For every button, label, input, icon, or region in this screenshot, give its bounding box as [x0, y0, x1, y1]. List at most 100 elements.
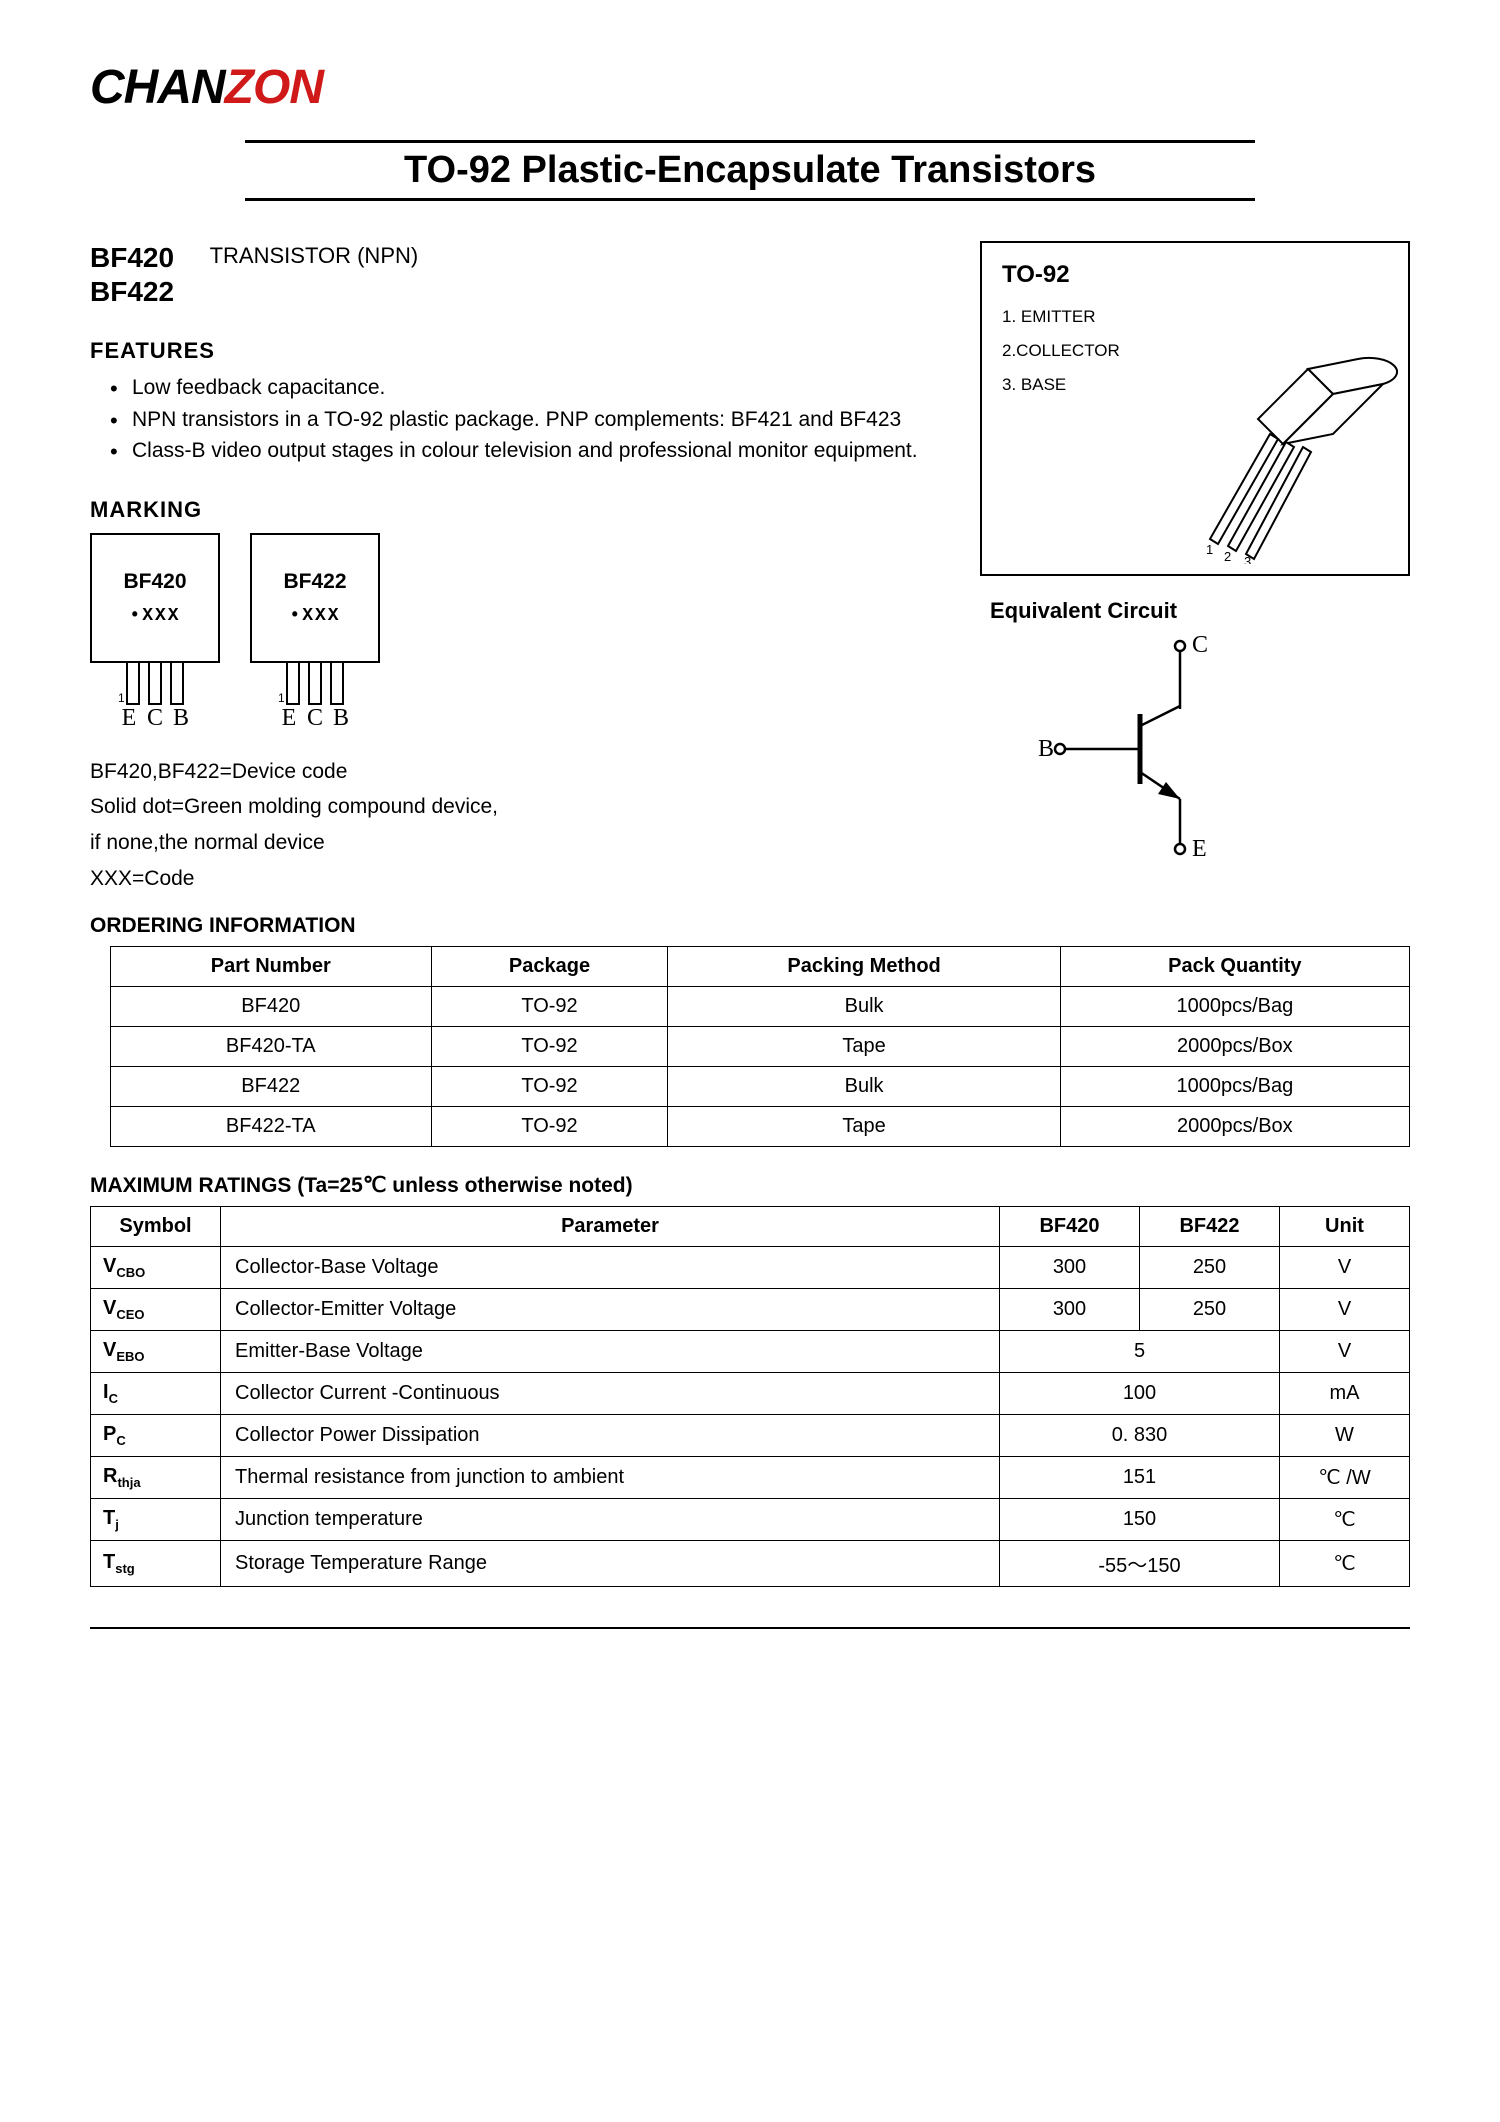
col-part-number: Part Number	[111, 947, 432, 987]
package-box: TO-92 1. EMITTER 2.COLLECTOR 3. BASE 1	[980, 241, 1410, 576]
features-list: Low feedback capacitance. NPN transistor…	[90, 372, 940, 467]
circuit-label-b: B	[1038, 736, 1054, 762]
marking-notes: BF420,BF422=Device code Solid dot=Green …	[90, 754, 940, 897]
table-row: VCBOCollector-Base Voltage300250V	[91, 1247, 1410, 1289]
unit-cell: W	[1280, 1415, 1410, 1457]
pkg-pin-num-3: 3	[1244, 554, 1251, 564]
parameter-cell: Collector-Base Voltage	[221, 1247, 1000, 1289]
value-cell: 300	[1000, 1289, 1140, 1331]
parameter-cell: Thermal resistance from junction to ambi…	[221, 1457, 1000, 1499]
logo-part1: CHAN	[90, 61, 225, 114]
unit-cell: V	[1280, 1331, 1410, 1373]
table-header-row: Symbol Parameter BF420 BF422 Unit	[91, 1207, 1410, 1247]
marking-note: XXX=Code	[90, 861, 940, 897]
table-header-row: Part Number Package Packing Method Pack …	[111, 947, 1410, 987]
package-title: TO-92	[1002, 261, 1388, 289]
leg-label-b: B	[332, 705, 350, 732]
table-row: TjJunction temperature150℃	[91, 1499, 1410, 1541]
leg-label-b: B	[172, 705, 190, 732]
table-cell: 1000pcs/Bag	[1060, 987, 1409, 1027]
symbol-cell: PC	[91, 1415, 221, 1457]
symbol-cell: Tj	[91, 1499, 221, 1541]
npn-circuit-icon: C B E	[1010, 634, 1270, 864]
col-bf420: BF420	[1000, 1207, 1140, 1247]
feature-item: Class-B video output stages in colour te…	[110, 435, 940, 467]
col-package: Package	[431, 947, 668, 987]
col-pack-quantity: Pack Quantity	[1060, 947, 1409, 987]
symbol-cell: Tstg	[91, 1541, 221, 1587]
marking-code: BF420	[123, 570, 186, 594]
table-row: VEBOEmitter-Base Voltage5V	[91, 1331, 1410, 1373]
table-cell: TO-92	[431, 987, 668, 1027]
symbol-cell: VCBO	[91, 1247, 221, 1289]
ratings-header: MAXIMUM RATINGS (Ta=25℃ unless otherwise…	[90, 1173, 1410, 1198]
features-header: FEATURES	[90, 338, 940, 364]
table-row: BF422TO-92Bulk1000pcs/Bag	[111, 1067, 1410, 1107]
table-cell: TO-92	[431, 1027, 668, 1067]
table-cell: TO-92	[431, 1067, 668, 1107]
leg-label-e: E	[120, 705, 138, 732]
unit-cell: ℃	[1280, 1499, 1410, 1541]
symbol-cell: IC	[91, 1373, 221, 1415]
col-bf422: BF422	[1140, 1207, 1280, 1247]
value-cell: -55～150	[1000, 1541, 1280, 1587]
table-cell: TO-92	[431, 1107, 668, 1147]
value-cell: 150	[1000, 1499, 1280, 1541]
marking-code: BF422	[283, 570, 346, 594]
unit-cell: ℃ /W	[1280, 1457, 1410, 1499]
ordering-table: Part Number Package Packing Method Pack …	[110, 946, 1410, 1147]
value-cell: 100	[1000, 1373, 1280, 1415]
value-cell: 0. 830	[1000, 1415, 1280, 1457]
equivalent-circuit-header: Equivalent Circuit	[990, 598, 1410, 624]
marking-box-2: BF422 •XXX 1 E C B	[250, 533, 380, 732]
table-cell: Bulk	[668, 1067, 1060, 1107]
table-cell: BF420-TA	[111, 1027, 432, 1067]
unit-cell: V	[1280, 1247, 1410, 1289]
col-unit: Unit	[1280, 1207, 1410, 1247]
marking-subcode: •XXX	[129, 606, 180, 626]
table-row: ICCollector Current -Continuous100mA	[91, 1373, 1410, 1415]
part-number-1: BF420	[90, 241, 174, 275]
marking-box-1: BF420 •XXX 1 E C B	[90, 533, 220, 732]
col-parameter: Parameter	[221, 1207, 1000, 1247]
unit-cell: ℃	[1280, 1541, 1410, 1587]
page-title: TO-92 Plastic-Encapsulate Transistors	[245, 140, 1255, 201]
part-number-2: BF422	[90, 275, 174, 309]
parameter-cell: Junction temperature	[221, 1499, 1000, 1541]
circuit-label-e: E	[1192, 836, 1207, 862]
table-row: PCCollector Power Dissipation0. 830W	[91, 1415, 1410, 1457]
table-cell: 2000pcs/Box	[1060, 1107, 1409, 1147]
logo-part2: ZON	[225, 61, 323, 114]
table-cell: BF422	[111, 1067, 432, 1107]
transistor-type: TRANSISTOR (NPN)	[210, 243, 419, 269]
value-cell: 300	[1000, 1247, 1140, 1289]
symbol-cell: VEBO	[91, 1331, 221, 1373]
table-row: BF422-TATO-92Tape2000pcs/Box	[111, 1107, 1410, 1147]
col-packing-method: Packing Method	[668, 947, 1060, 987]
leg-label-c: C	[146, 705, 164, 732]
marking-subcode: •XXX	[289, 606, 340, 626]
feature-item: Low feedback capacitance.	[110, 372, 940, 404]
pin-1-label: 1	[278, 691, 285, 705]
leg-label-e: E	[280, 705, 298, 732]
parameter-cell: Storage Temperature Range	[221, 1541, 1000, 1587]
table-row: BF420TO-92Bulk1000pcs/Bag	[111, 987, 1410, 1027]
marking-note: BF420,BF422=Device code	[90, 754, 940, 790]
pin-1-label: 1	[118, 691, 125, 705]
marking-boxes: BF420 •XXX 1 E C B BF422 •XXX	[90, 533, 940, 732]
pkg-pin-num-2: 2	[1224, 549, 1231, 564]
ordering-header: ORDERING INFORMATION	[90, 914, 1410, 938]
table-cell: Tape	[668, 1027, 1060, 1067]
unit-cell: V	[1280, 1289, 1410, 1331]
to92-package-icon: 1 2 3	[1198, 354, 1398, 564]
table-row: BF420-TATO-92Tape2000pcs/Box	[111, 1027, 1410, 1067]
marking-note: if none,the normal device	[90, 825, 940, 861]
table-cell: 2000pcs/Box	[1060, 1027, 1409, 1067]
table-cell: BF422-TA	[111, 1107, 432, 1147]
table-cell: Bulk	[668, 987, 1060, 1027]
ratings-table: Symbol Parameter BF420 BF422 Unit VCBOCo…	[90, 1206, 1410, 1587]
value-cell: 151	[1000, 1457, 1280, 1499]
unit-cell: mA	[1280, 1373, 1410, 1415]
value-cell: 250	[1140, 1289, 1280, 1331]
pin-label-1: 1. EMITTER	[1002, 307, 1388, 327]
